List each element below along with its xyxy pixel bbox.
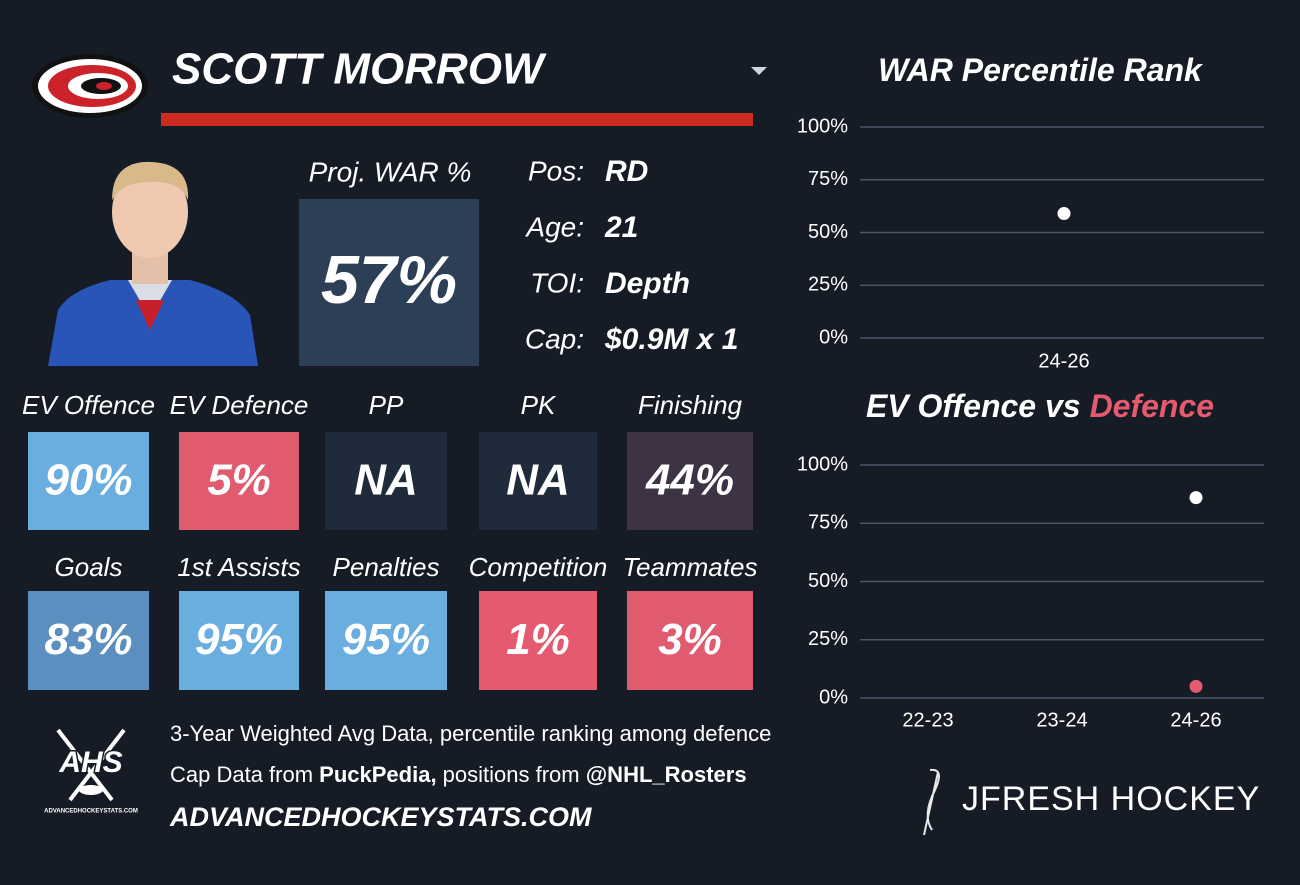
footer-url[interactable]: ADVANCEDHOCKEYSTATS.COM [169,802,592,832]
footer-text: positions from [437,762,586,787]
info-value: RD [605,155,648,188]
footer-source[interactable]: PuckPedia, [319,762,436,787]
tile [627,591,753,690]
x-tick-label: 22-23 [902,709,953,731]
tile-label: Finishing [638,390,743,420]
tile [479,591,597,690]
tile-value: NA [506,456,570,505]
footer-line: 3-Year Weighted Avg Data, percentile ran… [170,721,771,746]
y-tick-label: 50% [808,221,848,243]
x-tick-label: 24-26 [1170,709,1221,731]
y-tick-label: 50% [808,570,848,592]
dropdown-arrow[interactable] [751,67,767,75]
footer-line: Cap Data from PuckPedia, positions from … [170,762,747,787]
proj-war-box [299,199,479,366]
name-underline [161,113,753,126]
tile [325,591,447,690]
tile-value: NA [354,456,418,505]
chart-title-part: Defence [1090,388,1215,424]
chart-title: WAR Percentile Rank [878,52,1204,88]
info-label: Cap: [525,323,584,354]
tile-value: 44% [645,456,734,505]
y-tick-label: 25% [808,628,848,650]
ahs-logo: AHS ADVANCEDHOCKEYSTATS.COM [44,728,138,815]
tile-label: EV Offence [22,390,155,420]
info-label: TOI: [530,267,584,298]
footer-source[interactable]: @NHL_Rosters [586,762,747,787]
info-label: Age: [524,211,584,242]
tile [479,432,597,530]
y-tick-label: 25% [808,274,848,296]
tile-value: 5% [207,456,271,505]
tile-label: Goals [55,552,123,582]
brand: JFRESH HOCKEY [962,780,1260,818]
logo-small: ADVANCEDHOCKEYSTATS.COM [44,809,138,815]
tile [627,432,753,530]
y-tick-label: 0% [819,686,848,708]
tile-label: Competition [469,552,608,582]
tile [179,591,299,690]
x-tick-label: 24-26 [1038,350,1089,372]
stat-tiles: EV Offence 90% EV Defence 5% PP NA PK NA Finishi… [22,390,757,690]
tile-label: Teammates [623,552,758,582]
tile-label: 1st Assists [177,552,300,582]
tile-value: 3% [658,615,722,664]
chart-title: EV Offence vs Defence [866,388,1214,424]
tile [28,432,149,530]
tile [28,591,149,690]
jfresh-logo [923,768,940,836]
y-tick-label: 75% [808,512,848,534]
chart-title-part: WAR Percentile Rank [878,52,1204,88]
tile-value: 90% [44,456,132,505]
tile [325,432,447,530]
info-label: Pos: [528,155,584,186]
tile-label: PK [521,390,557,420]
point [1189,679,1203,693]
player-photo [48,161,258,366]
info-list: Pos: RD Age: 21 TOI: Depth Cap: $0.9M x 1 [524,155,738,356]
info-value: 21 [604,211,638,244]
tile-value: 1% [506,615,570,664]
charts: WAR Percentile Rank 0% 25% 50% 75% 100% 24-26 E… [797,52,1264,731]
logo-text: AHS [58,746,122,779]
y-tick-label: 0% [819,326,848,348]
tile-value: 83% [44,615,132,664]
tile-label: Penalties [333,552,440,582]
proj-war-value: 57% [321,242,457,318]
x-tick-label: 23-24 [1036,709,1087,731]
point [1057,207,1071,221]
team-logo [32,54,148,118]
info-value: Depth [605,267,690,300]
tile-label: PP [369,390,404,420]
tile-label: EV Defence [170,390,309,420]
y-tick-label: 100% [797,115,848,137]
info-value: $0.9M x 1 [604,323,738,356]
player-name: SCOTT MORROW [172,45,547,94]
y-tick-label: 75% [808,168,848,190]
tile [179,432,299,530]
point [1189,491,1203,505]
chart-title-part: EV Offence vs [866,388,1081,424]
tile-value: 95% [342,615,430,664]
tile-value: 95% [195,615,283,664]
y-tick-label: 100% [797,453,848,475]
footer-text: Cap Data from [170,762,319,787]
proj-war-label: Proj. WAR % [309,156,472,187]
